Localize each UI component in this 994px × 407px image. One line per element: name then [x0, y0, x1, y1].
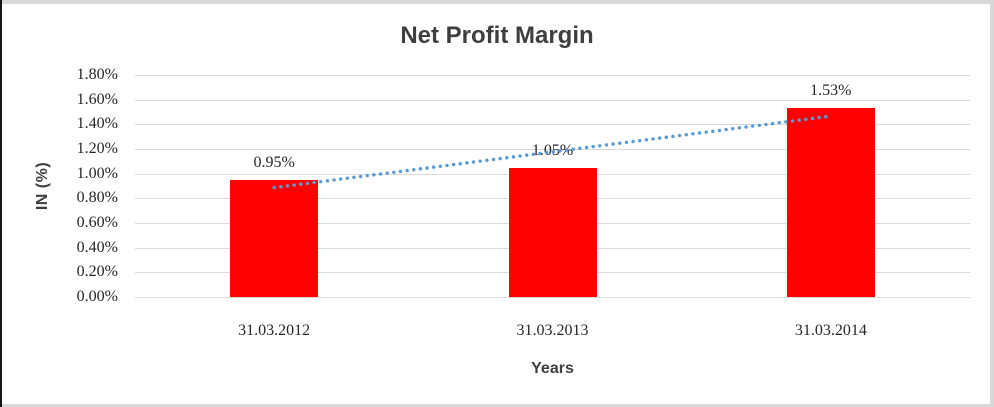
- bar: [230, 179, 319, 297]
- x-axis-category-label: 31.03.2013: [516, 322, 589, 339]
- frame-border-left: [0, 0, 2, 407]
- bar: [508, 167, 597, 297]
- y-axis-tick-label: 0.00%: [76, 288, 118, 305]
- gridline: [135, 75, 970, 76]
- frame-border-top: [0, 0, 994, 4]
- frame-border-right: [990, 0, 994, 407]
- y-axis-tick-label: 0.20%: [76, 263, 118, 281]
- x-axis-category-label: 31.03.2012: [238, 322, 311, 339]
- y-axis-tick-label: 0.40%: [76, 238, 118, 256]
- gridline: [135, 99, 970, 101]
- y-axis-tick-label: 1.40%: [76, 115, 118, 133]
- y-axis-tick-label: 1.00%: [76, 164, 118, 182]
- data-label: 0.95%: [253, 153, 295, 171]
- gridline: [135, 297, 970, 298]
- data-label: 1.53%: [810, 82, 852, 100]
- y-axis-tick-label: 1.20%: [76, 140, 118, 157]
- x-axis-title: Years: [531, 360, 574, 377]
- y-axis-tick-label: 0.60%: [76, 214, 118, 231]
- chart-title: Net Profit Margin: [400, 22, 594, 49]
- frame-border-bottom: [0, 404, 994, 407]
- y-axis-tick-label: 1.80%: [76, 66, 118, 83]
- data-label: 1.05%: [531, 141, 574, 159]
- bar: [786, 108, 875, 297]
- y-axis-tick-label: 1.60%: [76, 90, 118, 108]
- x-axis-category-label: 31.03.2014: [794, 322, 867, 339]
- y-axis-tick-label: 0.80%: [76, 189, 118, 207]
